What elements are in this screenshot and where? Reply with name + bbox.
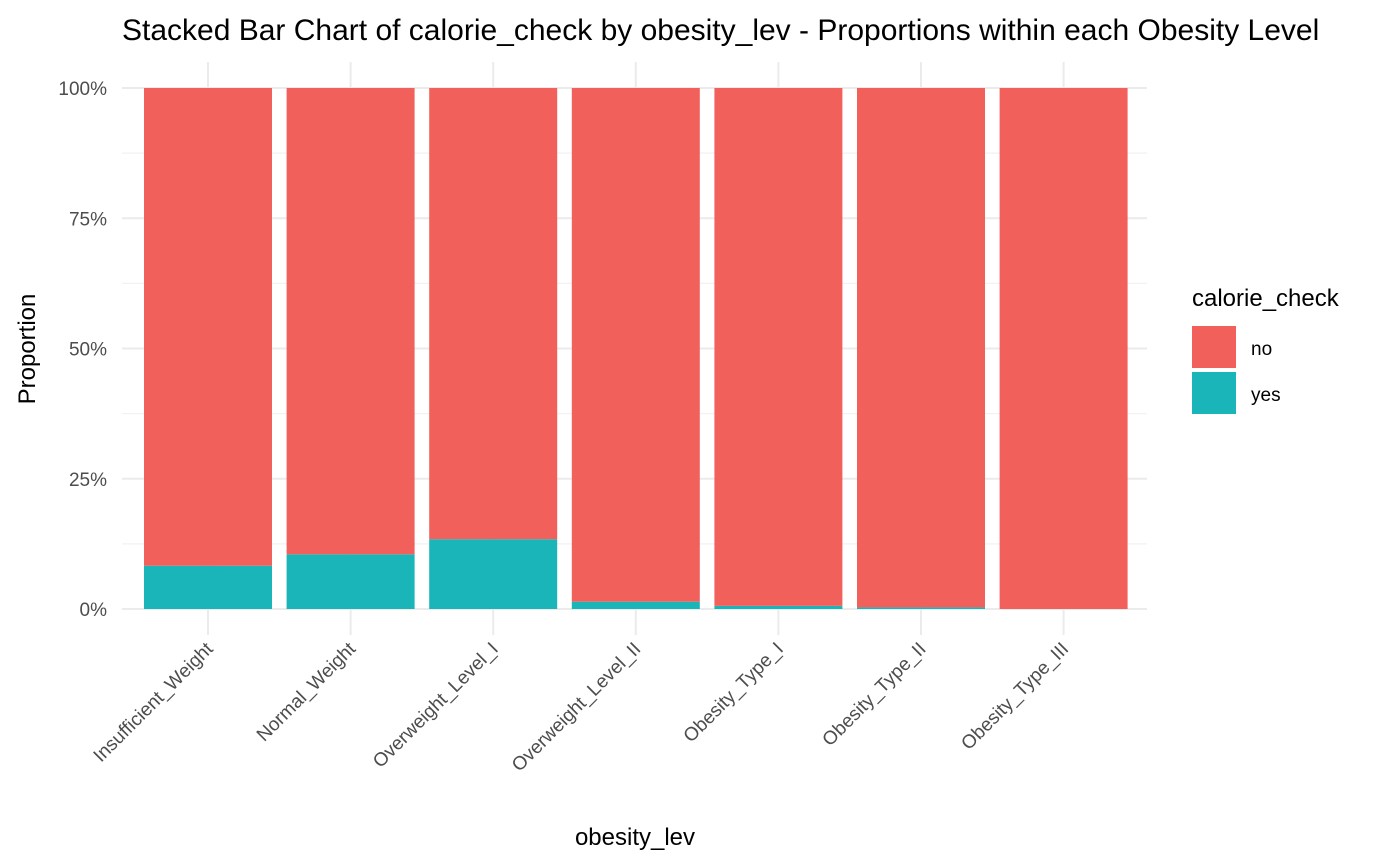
legend: calorie_check no yes — [1192, 285, 1340, 414]
bar-segment-yes — [144, 565, 272, 609]
bar-segment-no — [286, 88, 415, 555]
bar-segment-no — [571, 88, 700, 602]
legend-key-no — [1192, 326, 1236, 368]
y-tick-label: 0% — [80, 600, 108, 621]
legend-label-yes: yes — [1251, 385, 1281, 406]
y-axis-tick-labels: 0% 25% 50% 75% 100% — [58, 79, 107, 621]
y-axis-title: Proportion — [14, 294, 41, 405]
y-tick-label: 75% — [69, 209, 107, 230]
x-tick-label: Overweight_Level_II — [508, 639, 645, 776]
x-axis-tick-labels: Insufficient_Weight Normal_Weight Overweig… — [90, 638, 1073, 776]
bar-segment-no — [714, 88, 843, 606]
bar-segment-yes — [286, 554, 415, 609]
x-tick-label: Insufficient_Weight — [90, 638, 218, 766]
y-tick-label: 25% — [69, 470, 107, 491]
y-tick-label: 50% — [69, 340, 107, 361]
x-tick-label: Obesity_Type_I — [680, 639, 788, 747]
bar-segment-no — [999, 88, 1128, 609]
legend-key-yes — [1192, 372, 1236, 414]
bar-segment-yes — [857, 607, 985, 609]
chart-title: Stacked Bar Chart of calorie_check by ob… — [122, 14, 1319, 47]
x-axis-title: obesity_lev — [575, 824, 695, 851]
legend-label-no: no — [1251, 339, 1272, 360]
bar-segment-no — [144, 88, 272, 566]
bar-segment-yes — [714, 605, 843, 609]
bar-segment-yes — [429, 539, 558, 609]
legend-title: calorie_check — [1192, 285, 1340, 312]
x-tick-label: Obesity_Type_II — [819, 639, 931, 751]
x-tick-label: Obesity_Type_III — [957, 639, 1073, 755]
y-tick-label: 100% — [58, 79, 107, 100]
x-tick-label: Overweight_Level_I — [369, 639, 503, 773]
bar-segment-no — [857, 88, 985, 608]
legend-entries: no yes — [1192, 326, 1281, 414]
x-tick-label: Normal_Weight — [253, 638, 361, 746]
bar-segment-no — [429, 88, 558, 540]
bar-segment-yes — [571, 601, 700, 609]
bars — [144, 88, 1128, 609]
